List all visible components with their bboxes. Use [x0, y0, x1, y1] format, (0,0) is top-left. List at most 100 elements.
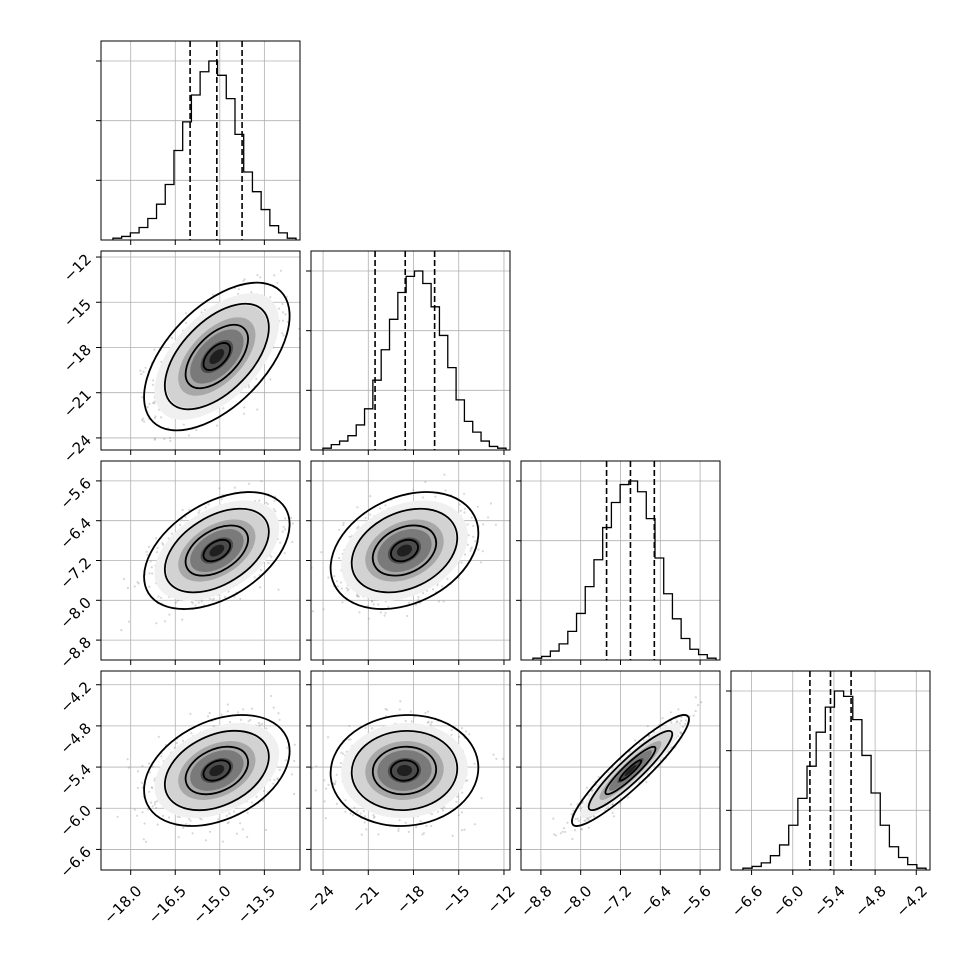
scatter-point — [346, 589, 349, 592]
panel-frame — [730, 670, 931, 871]
scatter-point — [163, 620, 167, 623]
scatter-point — [269, 378, 272, 381]
scatter-point — [327, 783, 330, 787]
scatter-point — [208, 711, 211, 715]
scatter-point — [259, 276, 262, 279]
scatter-point — [384, 611, 387, 615]
scatter-point — [430, 824, 433, 828]
density-contour — [390, 538, 419, 563]
scatter-point — [384, 707, 387, 711]
scatter-point — [349, 738, 352, 741]
scatter-point — [182, 739, 185, 743]
scatter-point — [419, 820, 422, 823]
scatter-point — [141, 764, 144, 768]
scatter-point — [450, 733, 453, 736]
scatter-point — [333, 575, 336, 578]
scatter-point — [256, 408, 259, 411]
scatter-point — [293, 743, 296, 746]
scatter-point — [248, 482, 251, 485]
scatter-point — [188, 508, 191, 512]
scatter-point — [200, 311, 203, 314]
scatter-point — [160, 755, 163, 758]
scatter-point — [469, 549, 472, 552]
scatter-point — [457, 814, 460, 817]
scatter-point — [619, 802, 622, 805]
scatter-point — [122, 577, 126, 581]
scatter-point — [467, 534, 470, 537]
scatter-point — [398, 708, 401, 711]
scatter-point — [277, 588, 280, 591]
scatter-point — [136, 814, 139, 817]
density-contour — [184, 745, 249, 796]
scatter-point — [262, 790, 265, 793]
scatter-point — [494, 523, 497, 526]
scatter-point — [473, 823, 476, 826]
scatter-point — [443, 473, 446, 476]
scatter-point — [407, 601, 411, 605]
scatter-point — [591, 789, 594, 792]
scatter-point — [284, 528, 287, 531]
scatter-point — [424, 480, 427, 484]
scatter-point — [426, 589, 429, 592]
scatter-point — [463, 553, 467, 556]
scatter-point — [342, 752, 345, 755]
scatter-point — [153, 803, 157, 806]
scatter-point — [162, 543, 165, 546]
scatter-point — [170, 532, 174, 535]
scatter-point — [417, 598, 420, 601]
scatter-point — [96, 411, 98, 413]
scatter-point — [161, 814, 165, 818]
scatter-point — [155, 622, 158, 625]
scatter-point — [463, 492, 466, 495]
scatter-point — [450, 728, 453, 732]
scatter-point — [142, 420, 146, 423]
scatter-point — [307, 562, 309, 564]
scatter-point — [466, 543, 469, 546]
scatter-point — [406, 614, 409, 618]
scatter-point — [189, 819, 192, 822]
scatter-point — [221, 840, 224, 843]
scatter-point — [291, 540, 294, 544]
scatter-point — [338, 556, 341, 560]
density-contour — [371, 745, 438, 796]
scatter-point — [211, 599, 214, 602]
scatter-point — [246, 835, 249, 839]
scatter-point — [584, 819, 587, 822]
scatter-point — [174, 601, 177, 604]
scatter-point — [148, 790, 151, 793]
scatter-point — [383, 614, 386, 617]
scatter-point — [281, 319, 284, 322]
scatter-point — [255, 795, 258, 798]
scatter-point — [351, 814, 355, 817]
scatter-point — [182, 826, 185, 830]
scatter-point — [646, 725, 649, 728]
scatter-point — [327, 736, 330, 739]
density-contour — [371, 524, 438, 577]
scatter-point — [204, 839, 208, 842]
scatter-point — [339, 762, 342, 765]
scatter-point — [250, 291, 253, 294]
scatter-point — [150, 566, 153, 569]
histogram-step-line — [322, 270, 507, 450]
scatter-point — [647, 734, 651, 738]
scatter-point — [372, 603, 375, 606]
scatter-point — [187, 434, 191, 437]
scatter-point — [127, 620, 130, 623]
scatter-point — [185, 321, 188, 325]
scatter-point — [356, 810, 359, 813]
scatter-point — [363, 821, 366, 824]
scatter-point — [466, 523, 469, 526]
density-panel-3-2 — [520, 670, 721, 871]
scatter-point — [223, 595, 227, 599]
scatter-point — [149, 560, 152, 563]
density-panel-2-0 — [100, 460, 301, 661]
scatter-point — [397, 827, 400, 830]
scatter-point — [444, 489, 447, 492]
scatter-point — [363, 815, 367, 818]
scatter-point — [463, 828, 466, 831]
scatter-point — [348, 724, 351, 728]
scatter-point — [384, 600, 387, 603]
histogram-panel-0 — [96, 40, 301, 241]
scatter-point — [277, 712, 280, 715]
